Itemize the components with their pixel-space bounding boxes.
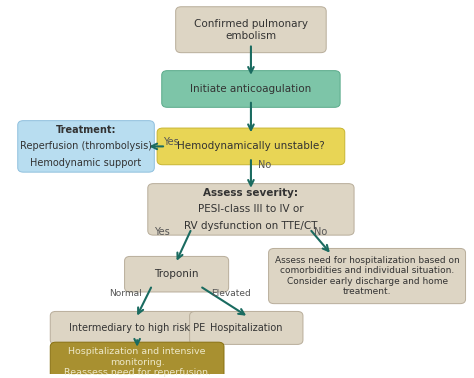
Text: Hospitalization: Hospitalization bbox=[210, 323, 283, 333]
Text: No: No bbox=[258, 160, 271, 170]
Text: Elevated: Elevated bbox=[211, 289, 251, 298]
Text: Yes: Yes bbox=[163, 137, 179, 147]
FancyBboxPatch shape bbox=[50, 342, 224, 378]
Text: Confirmed pulmonary
embolism: Confirmed pulmonary embolism bbox=[194, 19, 308, 40]
Text: No: No bbox=[314, 226, 327, 237]
Text: Normal: Normal bbox=[109, 289, 142, 298]
FancyBboxPatch shape bbox=[269, 248, 465, 304]
Text: Yes: Yes bbox=[154, 226, 170, 237]
FancyBboxPatch shape bbox=[190, 311, 303, 344]
FancyBboxPatch shape bbox=[50, 311, 224, 344]
Text: Intermediary to high risk PE: Intermediary to high risk PE bbox=[69, 323, 205, 333]
Text: Hemodynamically unstable?: Hemodynamically unstable? bbox=[177, 141, 325, 152]
FancyBboxPatch shape bbox=[18, 121, 155, 172]
FancyBboxPatch shape bbox=[125, 256, 228, 292]
Text: RV dysfunction on TTE/CT: RV dysfunction on TTE/CT bbox=[184, 221, 318, 231]
Text: PESI-class III to IV or: PESI-class III to IV or bbox=[198, 204, 304, 214]
Text: Hospitalization and intensive
monitoring.
Reassess need for reperfusion.: Hospitalization and intensive monitoring… bbox=[64, 347, 210, 377]
FancyBboxPatch shape bbox=[148, 184, 354, 235]
FancyBboxPatch shape bbox=[162, 71, 340, 107]
Text: Treatment:: Treatment: bbox=[56, 125, 116, 135]
Text: Hemodynamic support: Hemodynamic support bbox=[30, 158, 142, 168]
Text: Assess need for hospitalization based on
comorbidities and individual situation.: Assess need for hospitalization based on… bbox=[275, 256, 459, 296]
FancyBboxPatch shape bbox=[176, 7, 326, 53]
Text: Initiate anticoagulation: Initiate anticoagulation bbox=[190, 84, 311, 94]
FancyBboxPatch shape bbox=[157, 128, 345, 165]
Text: Troponin: Troponin bbox=[155, 269, 199, 279]
Text: Reperfusion (thrombolysis): Reperfusion (thrombolysis) bbox=[20, 141, 152, 152]
Text: Assess severity:: Assess severity: bbox=[203, 188, 299, 198]
